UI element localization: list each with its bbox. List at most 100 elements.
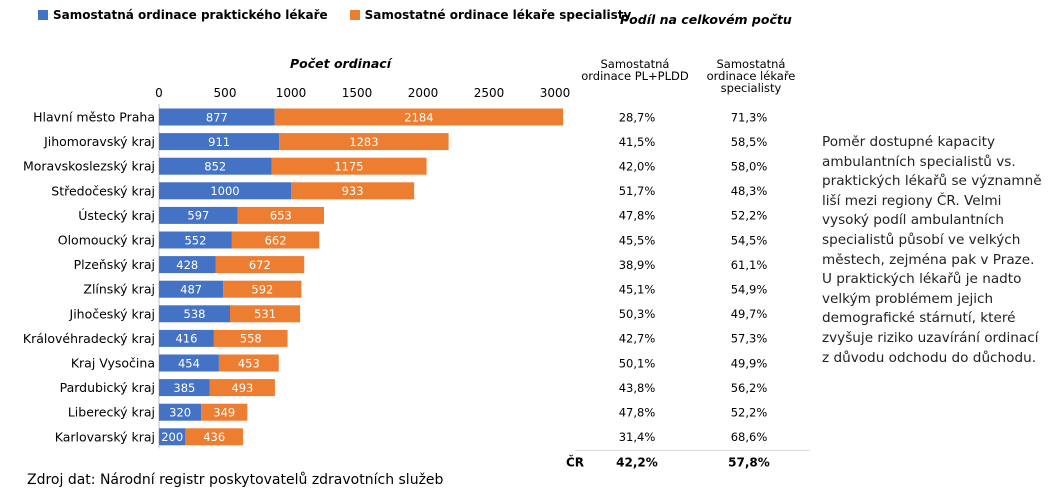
- share-value-spec: 54,9%: [731, 283, 768, 297]
- data-label-pl: 597: [187, 209, 209, 223]
- data-label-pl: 454: [178, 356, 200, 370]
- x-tick-label: 1500: [342, 86, 373, 100]
- share-value-spec: 71,3%: [731, 110, 768, 124]
- share-value-spec: 49,9%: [731, 356, 768, 370]
- category-label: Ústecký kraj: [78, 208, 155, 223]
- share-value-pl: 50,3%: [619, 307, 656, 321]
- share-column-header-pl: Samostatná ordinace PL+PLDD: [581, 57, 689, 83]
- share-value-spec: 48,3%: [731, 184, 768, 198]
- data-label-spec: 2184: [404, 110, 433, 124]
- data-label-spec: 493: [231, 381, 253, 395]
- category-label: Jihomoravský kraj: [43, 134, 155, 149]
- data-label-pl: 552: [184, 233, 206, 247]
- bar-spec: [201, 403, 248, 421]
- total-share-spec: 57,8%: [728, 456, 770, 470]
- share-value-spec: 58,5%: [731, 135, 768, 149]
- category-label: Jihočeský kraj: [69, 306, 155, 321]
- commentary-note: Poměr dostupné kapacity ambulantních spe…: [822, 134, 1042, 366]
- x-tick-label: 2000: [408, 86, 439, 100]
- bar-pl: [159, 231, 232, 249]
- bar-spec: [185, 428, 243, 446]
- bar-pl: [159, 206, 238, 224]
- bar-pl: [159, 157, 272, 175]
- category-label: Středočeský kraj: [51, 183, 155, 198]
- bar-spec: [209, 379, 275, 397]
- share-value-pl: 47,8%: [619, 406, 656, 420]
- x-tick-label: 500: [214, 86, 237, 100]
- share-value-spec: 68,6%: [731, 430, 768, 444]
- data-label-spec: 672: [249, 258, 271, 272]
- bar-spec: [237, 206, 324, 224]
- data-label-spec: 531: [254, 307, 276, 321]
- data-label-spec: 662: [265, 233, 287, 247]
- legend: Samostatná ordinace praktického lékaře S…: [38, 8, 653, 22]
- share-value-pl: 43,8%: [619, 381, 656, 395]
- bar-pl: [159, 256, 216, 274]
- category-label: Karlovarský kraj: [55, 429, 155, 444]
- share-value-pl: 42,7%: [619, 332, 656, 346]
- data-label-spec: 592: [251, 283, 273, 297]
- bar-pl: [159, 182, 291, 200]
- share-value-spec: 49,7%: [731, 307, 768, 321]
- bar-pl: [159, 329, 214, 347]
- data-label-pl: 538: [184, 307, 206, 321]
- share-value-spec: 56,2%: [731, 381, 768, 395]
- bar-spec: [218, 354, 279, 372]
- share-value-spec: 52,2%: [731, 406, 768, 420]
- legend-label-spec: Samostatné ordinace lékaře specialisty: [364, 8, 632, 22]
- bar-spec: [230, 305, 301, 323]
- bar-pl: [159, 108, 275, 126]
- bar-spec: [271, 157, 427, 175]
- data-label-pl: 416: [175, 332, 197, 346]
- category-label: Královéhradecký kraj: [23, 331, 155, 346]
- x-tick-label: 1000: [276, 86, 307, 100]
- data-label-pl: 320: [169, 406, 191, 420]
- x-tick-label: 0: [155, 86, 163, 100]
- data-label-spec: 453: [238, 356, 260, 370]
- x-axis-title: Počet ordinací: [290, 56, 391, 71]
- legend-item-spec: Samostatné ordinace lékaře specialisty: [349, 8, 632, 22]
- x-tick-label: 2500: [474, 86, 505, 100]
- data-label-pl: 428: [176, 258, 198, 272]
- legend-label-pl: Samostatná ordinace praktického lékaře: [53, 8, 328, 22]
- bar-pl: [159, 379, 210, 397]
- data-label-pl: 487: [180, 283, 202, 297]
- share-value-spec: 58,0%: [731, 160, 768, 174]
- share-value-spec: 52,2%: [731, 209, 768, 223]
- data-label-spec: 653: [270, 209, 292, 223]
- bar-spec: [213, 329, 288, 347]
- category-label: Zlínský kraj: [83, 282, 155, 297]
- legend-item-pl: Samostatná ordinace praktického lékaře: [38, 8, 328, 22]
- data-label-spec: 1175: [334, 160, 363, 174]
- source-note: Zdroj dat: Národní registr poskytovatelů…: [27, 472, 444, 488]
- data-label-spec: 349: [213, 406, 235, 420]
- bar-spec: [291, 182, 415, 200]
- category-label: Plzeňský kraj: [74, 257, 155, 272]
- share-table-title: Podíl na celkovém počtu: [620, 12, 792, 27]
- data-label-spec: 436: [203, 430, 225, 444]
- bar-pl: [159, 428, 186, 446]
- category-label: Olomoucký kraj: [58, 233, 155, 248]
- share-value-pl: 42,0%: [619, 160, 656, 174]
- share-value-spec: 57,3%: [731, 332, 768, 346]
- bar-pl: [159, 280, 224, 298]
- category-label: Hlavní město Praha: [33, 110, 155, 125]
- legend-swatch-pl: [38, 10, 48, 20]
- data-label-pl: 852: [204, 160, 226, 174]
- data-label-pl: 1000: [210, 184, 239, 198]
- share-column-header-spec: Samostatná ordinace lékaře specialisty: [706, 57, 796, 95]
- category-label: Moravskoslezský kraj: [23, 159, 155, 174]
- data-label-pl: 911: [208, 135, 230, 149]
- share-value-spec: 61,1%: [731, 258, 768, 272]
- data-label-spec: 558: [240, 332, 262, 346]
- bar-spec: [279, 133, 449, 151]
- category-label: Liberecký kraj: [68, 405, 155, 420]
- share-value-pl: 50,1%: [619, 356, 656, 370]
- bar-spec: [215, 256, 305, 274]
- bar-spec: [274, 108, 564, 126]
- data-label-spec: 1283: [349, 135, 378, 149]
- category-label: Kraj Vysočina: [71, 356, 155, 371]
- share-value-pl: 31,4%: [619, 430, 656, 444]
- share-value-pl: 45,5%: [619, 233, 656, 247]
